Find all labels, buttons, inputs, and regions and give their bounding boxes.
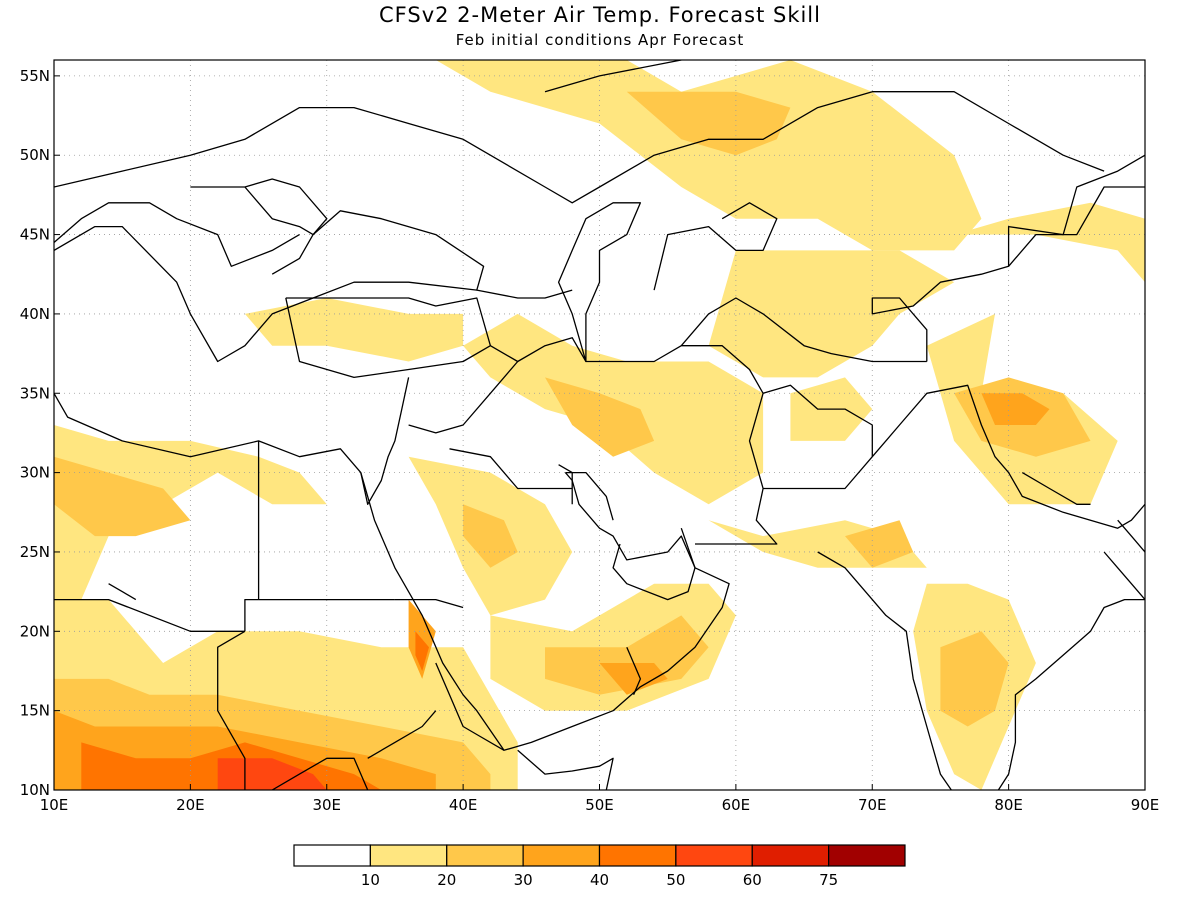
colorbar-bin-3 [522,844,601,867]
lon-tick-label: 60E [722,796,751,814]
boundary-line-17 [190,178,328,236]
boundary-line-14 [653,202,778,291]
boundary-line-13 [1007,154,1145,267]
boundary-line-15 [544,60,682,93]
lat-tick-label: 45N [20,226,50,244]
boundary-line-16 [54,91,1105,204]
figure-title: CFSv2 2-Meter Air Temp. Forecast Skill [379,3,821,27]
boundary-line-19 [394,598,464,609]
skill-region-9 [981,393,1050,425]
colorbar-label: 20 [437,871,456,889]
boundary-line-37 [1103,551,1145,601]
skill-region-3 [954,202,1145,283]
boundary-line-11 [871,384,1145,529]
boundary-line-0 [54,210,485,363]
boundary-line-31 [612,527,696,601]
lon-tick-label: 80E [994,796,1023,814]
boundary-line-6 [557,202,642,362]
boundary-line-28 [271,757,369,790]
lat-tick-label: 55N [20,67,50,85]
lon-tick-label: 90E [1131,796,1160,814]
lon-tick-label: 70E [858,796,887,814]
boundary-line-10 [817,551,1145,790]
lat-tick-label: 40N [20,305,50,323]
longitude-tick-labels: 10E 20E 30E 40E 50E 60E 70E 80E 90E [40,784,1160,814]
boundary-line-29 [517,749,614,790]
skill-region-19 [408,599,436,679]
boundary-line-22 [244,598,259,632]
lat-tick-label: 30N [20,464,50,482]
lon-tick-label: 40E [449,796,478,814]
boundary-line-12 [871,186,1145,362]
colorbar-bin-5 [675,844,753,867]
skill-region-28 [244,298,464,362]
boundary-line-26 [435,662,505,751]
boundary-line-35 [1021,472,1091,505]
figure-subtitle: Feb initial conditions Apr Forecast [456,31,744,49]
colorbar-bin-7 [828,844,906,867]
boundary-line-4 [565,471,614,521]
colorbar-label: 50 [666,871,685,889]
boundary-line-34 [408,361,519,434]
boundary-line-33 [449,448,573,490]
boundary-line-32 [558,464,573,505]
lon-tick-label: 30E [312,796,341,814]
colorbar-bin-6 [751,844,830,867]
lat-tick-label: 35N [20,384,50,402]
lat-tick-label: 15N [20,702,50,720]
skill-region-11 [845,520,914,568]
lat-tick-label: 10N [20,781,50,799]
skill-region-22 [54,456,191,537]
boundary-line-23 [217,630,246,790]
colorbar-label: 40 [590,871,609,889]
colorbar-label: 60 [743,871,762,889]
boundary-line-5 [490,337,778,545]
skill-region-13 [940,631,1009,727]
colorbar-label: 75 [819,871,838,889]
skill-region-5 [545,377,655,457]
country-boundaries [54,60,1145,790]
skill-region-0 [435,60,982,251]
latitude-tick-labels: 10N 15N 20N 25N 30N 35N 40N 45N 50N 55N [20,67,60,799]
colorbar-bin-4 [598,844,677,867]
skill-shading-layer [54,60,1145,790]
boundary-line-7 [476,289,573,299]
skill-region-20 [415,631,429,671]
lat-tick-label: 25N [20,543,50,561]
lat-tick-label: 50N [20,146,50,164]
boundary-line-36 [1117,519,1145,553]
boundary-line-25 [108,583,137,601]
boundary-line-9 [762,384,873,490]
boundary-line-8 [680,297,927,363]
boundary-line-27 [367,710,437,759]
colorbar-label: 10 [361,871,380,889]
lon-tick-label: 10E [40,796,69,814]
lat-tick-label: 20N [20,622,50,640]
lon-tick-label: 20E [176,796,205,814]
colorbar [293,844,906,867]
colorbar-labels: 10 20 30 40 50 60 75 [361,871,838,889]
skill-region-17 [545,615,709,695]
skill-region-2 [708,250,955,378]
colorbar-label: 30 [514,871,533,889]
skill-region-18 [599,663,668,695]
lon-tick-label: 50E [585,796,614,814]
boundary-line-3 [360,472,730,751]
boundary-line-18 [54,202,300,267]
colorbar-bin-0 [293,844,371,867]
colorbar-bin-1 [369,844,448,867]
boundary-line-2 [54,377,410,505]
boundary-line-30 [626,646,642,696]
boundary-line-24 [54,598,245,632]
colorbar-bin-2 [446,844,524,867]
